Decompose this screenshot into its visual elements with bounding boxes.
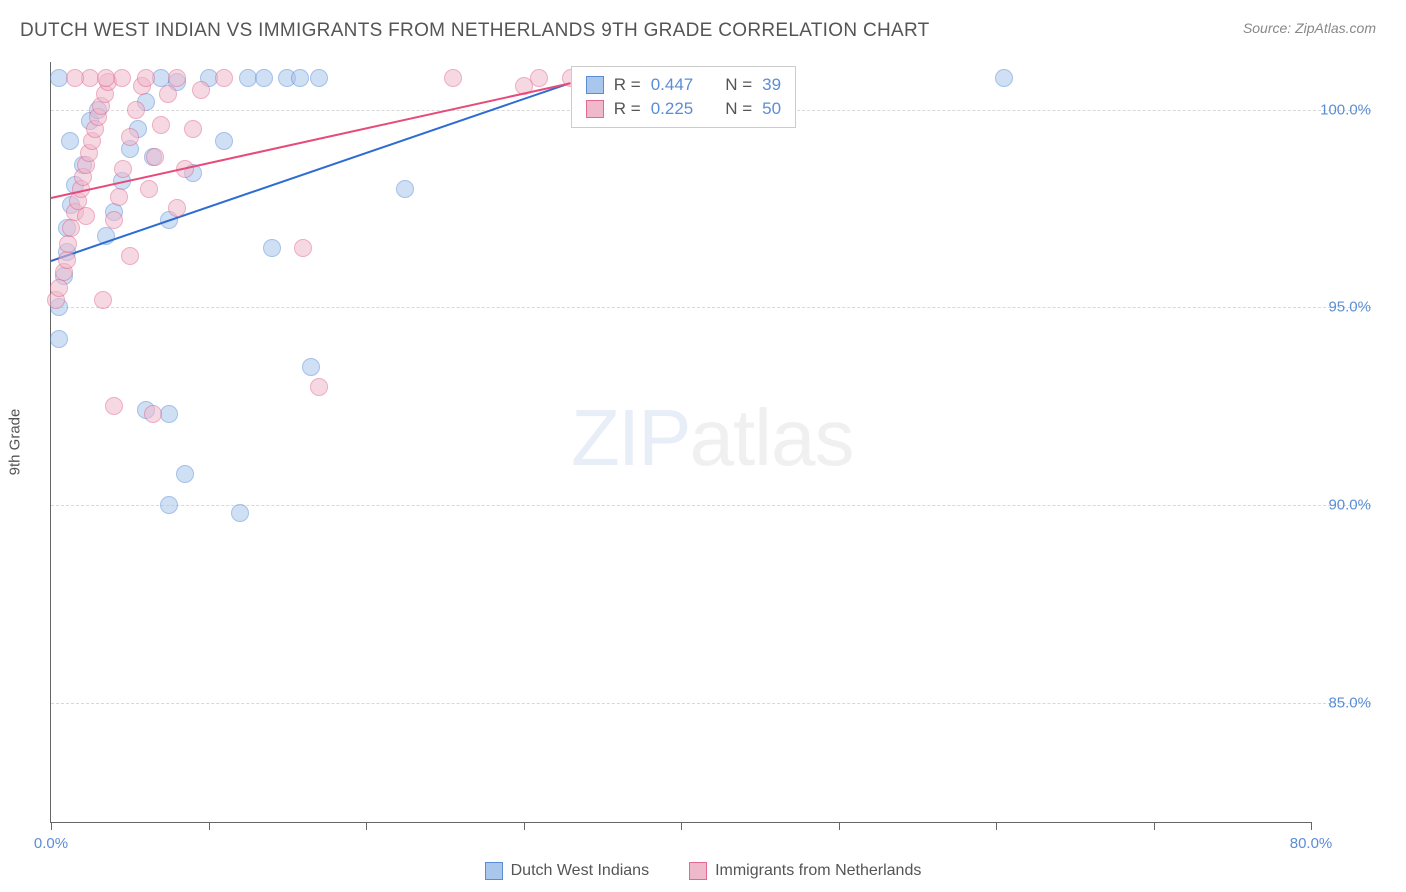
- scatter-point: [168, 69, 186, 87]
- stats-r-value: 0.447: [651, 75, 694, 95]
- scatter-point: [159, 85, 177, 103]
- scatter-point: [310, 378, 328, 396]
- x-tick: [1311, 822, 1312, 830]
- chart-title: DUTCH WEST INDIAN VS IMMIGRANTS FROM NET…: [20, 20, 930, 42]
- scatter-point: [530, 69, 548, 87]
- scatter-point: [310, 69, 328, 87]
- y-tick-label: 100.0%: [1316, 101, 1371, 118]
- scatter-point: [215, 132, 233, 150]
- watermark-zip: ZIP: [571, 393, 689, 482]
- stats-n-value: 39: [762, 75, 781, 95]
- scatter-point: [50, 330, 68, 348]
- y-tick-label: 85.0%: [1316, 695, 1371, 712]
- stats-n-label: N =: [725, 75, 752, 95]
- x-tick: [996, 822, 997, 830]
- legend-swatch-icon: [689, 862, 707, 880]
- scatter-point: [215, 69, 233, 87]
- source-name: ZipAtlas.com: [1295, 20, 1376, 36]
- scatter-point: [121, 247, 139, 265]
- x-tick-label: 0.0%: [34, 835, 68, 852]
- legend-item-nl: Immigrants from Netherlands: [689, 862, 921, 880]
- scatter-point: [152, 116, 170, 134]
- scatter-point: [160, 405, 178, 423]
- header: DUTCH WEST INDIAN VS IMMIGRANTS FROM NET…: [0, 0, 1406, 52]
- chart-container: 9th Grade ZIPatlas 85.0%90.0%95.0%100.0%…: [50, 62, 1370, 822]
- scatter-point: [302, 358, 320, 376]
- x-tick: [366, 822, 367, 830]
- scatter-point: [263, 239, 281, 257]
- legend-swatch-icon: [485, 862, 503, 880]
- scatter-point: [184, 120, 202, 138]
- scatter-point: [105, 397, 123, 415]
- stats-row: R = 0.447 N = 39: [586, 73, 781, 97]
- x-tick: [209, 822, 210, 830]
- scatter-point: [113, 69, 131, 87]
- y-tick-label: 90.0%: [1316, 497, 1371, 514]
- scatter-point: [140, 180, 158, 198]
- x-tick: [839, 822, 840, 830]
- scatter-point: [59, 235, 77, 253]
- x-tick: [51, 822, 52, 830]
- stats-box: R = 0.447 N = 39 R = 0.225 N = 50: [571, 66, 796, 128]
- scatter-point: [127, 101, 145, 119]
- stats-r-value: 0.225: [651, 99, 694, 119]
- source-attribution: Source: ZipAtlas.com: [1243, 20, 1376, 36]
- scatter-point: [192, 81, 210, 99]
- scatter-point: [160, 496, 178, 514]
- grid-line: [51, 703, 1371, 704]
- legend: Dutch West Indians Immigrants from Nethe…: [0, 862, 1406, 880]
- watermark-atlas: atlas: [689, 393, 853, 482]
- x-tick: [524, 822, 525, 830]
- scatter-point: [66, 69, 84, 87]
- grid-line: [51, 505, 1371, 506]
- stats-n-value: 50: [762, 99, 781, 119]
- scatter-point: [97, 69, 115, 87]
- stats-r-label: R =: [614, 99, 641, 119]
- scatter-point: [231, 504, 249, 522]
- stats-swatch-icon: [586, 100, 604, 118]
- legend-label: Immigrants from Netherlands: [715, 862, 921, 880]
- stats-n-label: N =: [725, 99, 752, 119]
- scatter-point: [114, 160, 132, 178]
- scatter-point: [995, 69, 1013, 87]
- scatter-point: [291, 69, 309, 87]
- scatter-point: [94, 291, 112, 309]
- scatter-point: [50, 279, 68, 297]
- scatter-point: [110, 188, 128, 206]
- x-tick-label: 80.0%: [1290, 835, 1333, 852]
- x-tick: [681, 822, 682, 830]
- y-axis-label: 9th Grade: [7, 409, 24, 476]
- scatter-point: [144, 405, 162, 423]
- legend-item-dwi: Dutch West Indians: [485, 862, 649, 880]
- scatter-point: [396, 180, 414, 198]
- scatter-point: [121, 128, 139, 146]
- stats-swatch-icon: [586, 76, 604, 94]
- scatter-point: [146, 148, 164, 166]
- scatter-point: [137, 69, 155, 87]
- scatter-point: [294, 239, 312, 257]
- x-tick: [1154, 822, 1155, 830]
- scatter-point: [58, 251, 76, 269]
- stats-row: R = 0.225 N = 50: [586, 97, 781, 121]
- scatter-point: [61, 132, 79, 150]
- scatter-point: [168, 199, 186, 217]
- grid-line: [51, 307, 1371, 308]
- scatter-point: [77, 207, 95, 225]
- scatter-point: [255, 69, 273, 87]
- watermark: ZIPatlas: [571, 392, 853, 484]
- legend-label: Dutch West Indians: [511, 862, 649, 880]
- stats-r-label: R =: [614, 75, 641, 95]
- y-tick-label: 95.0%: [1316, 299, 1371, 316]
- plot-area: ZIPatlas 85.0%90.0%95.0%100.0%0.0%80.0%R…: [50, 62, 1311, 823]
- scatter-point: [176, 465, 194, 483]
- source-label: Source:: [1243, 20, 1295, 36]
- scatter-point: [444, 69, 462, 87]
- scatter-point: [105, 211, 123, 229]
